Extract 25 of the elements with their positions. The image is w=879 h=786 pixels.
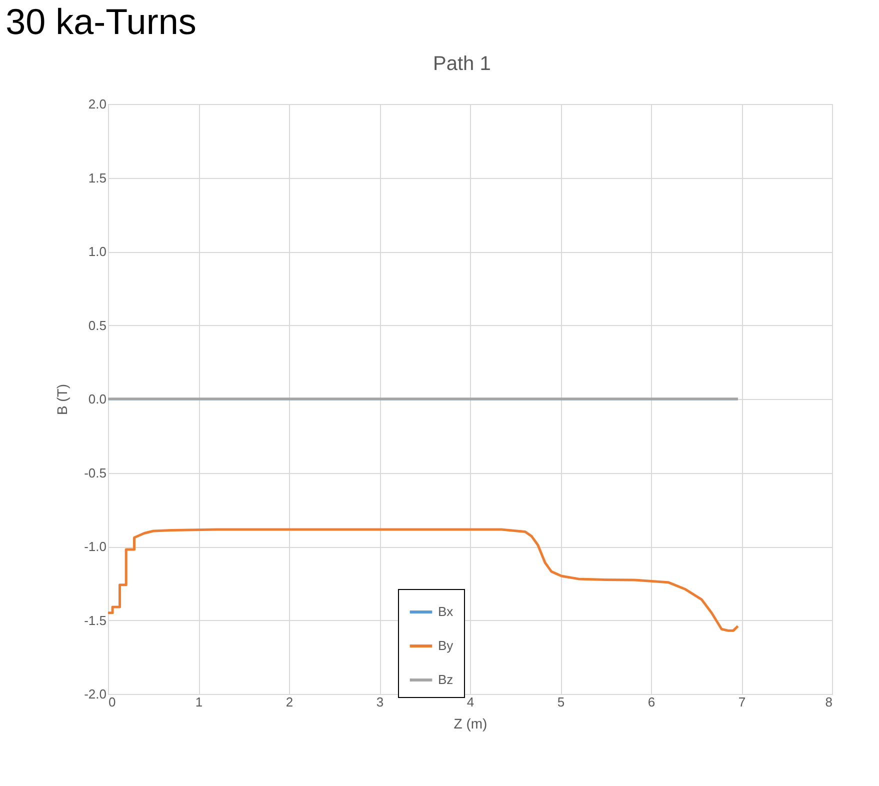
y-axis-title: B (T) [54, 384, 70, 416]
legend-label: By [438, 638, 454, 653]
x-tick-label: 5 [557, 694, 565, 710]
x-tick-label: 8 [825, 694, 832, 710]
legend-label: Bx [438, 604, 454, 619]
y-tick-label: -2.0 [84, 686, 106, 702]
x-tick-label: 6 [648, 694, 656, 710]
legend-label: Bz [438, 672, 454, 687]
y-tick-label: -0.5 [84, 465, 106, 480]
y-tick-label: 1.5 [88, 170, 106, 186]
x-tick-label: 4 [466, 694, 474, 710]
x-tick-label: 0 [108, 694, 116, 710]
y-tick-label: 2.0 [88, 96, 106, 112]
x-tick-label: 1 [195, 694, 203, 710]
y-tick-label: -1.5 [84, 612, 106, 628]
chart-title: 30 ka-Turns [6, 1, 196, 42]
y-tick-label: 1.0 [88, 244, 106, 259]
x-axis-title: Z (m) [454, 716, 488, 732]
y-tick-label: 0.5 [88, 318, 106, 333]
x-tick-label: 3 [376, 694, 384, 710]
x-tick-label: 2 [286, 694, 294, 710]
x-tick-label: 7 [738, 694, 746, 710]
y-tick-label: -1.0 [84, 539, 106, 554]
y-tick-label: 0.0 [88, 392, 106, 406]
chart-subtitle: Path 1 [433, 53, 491, 75]
